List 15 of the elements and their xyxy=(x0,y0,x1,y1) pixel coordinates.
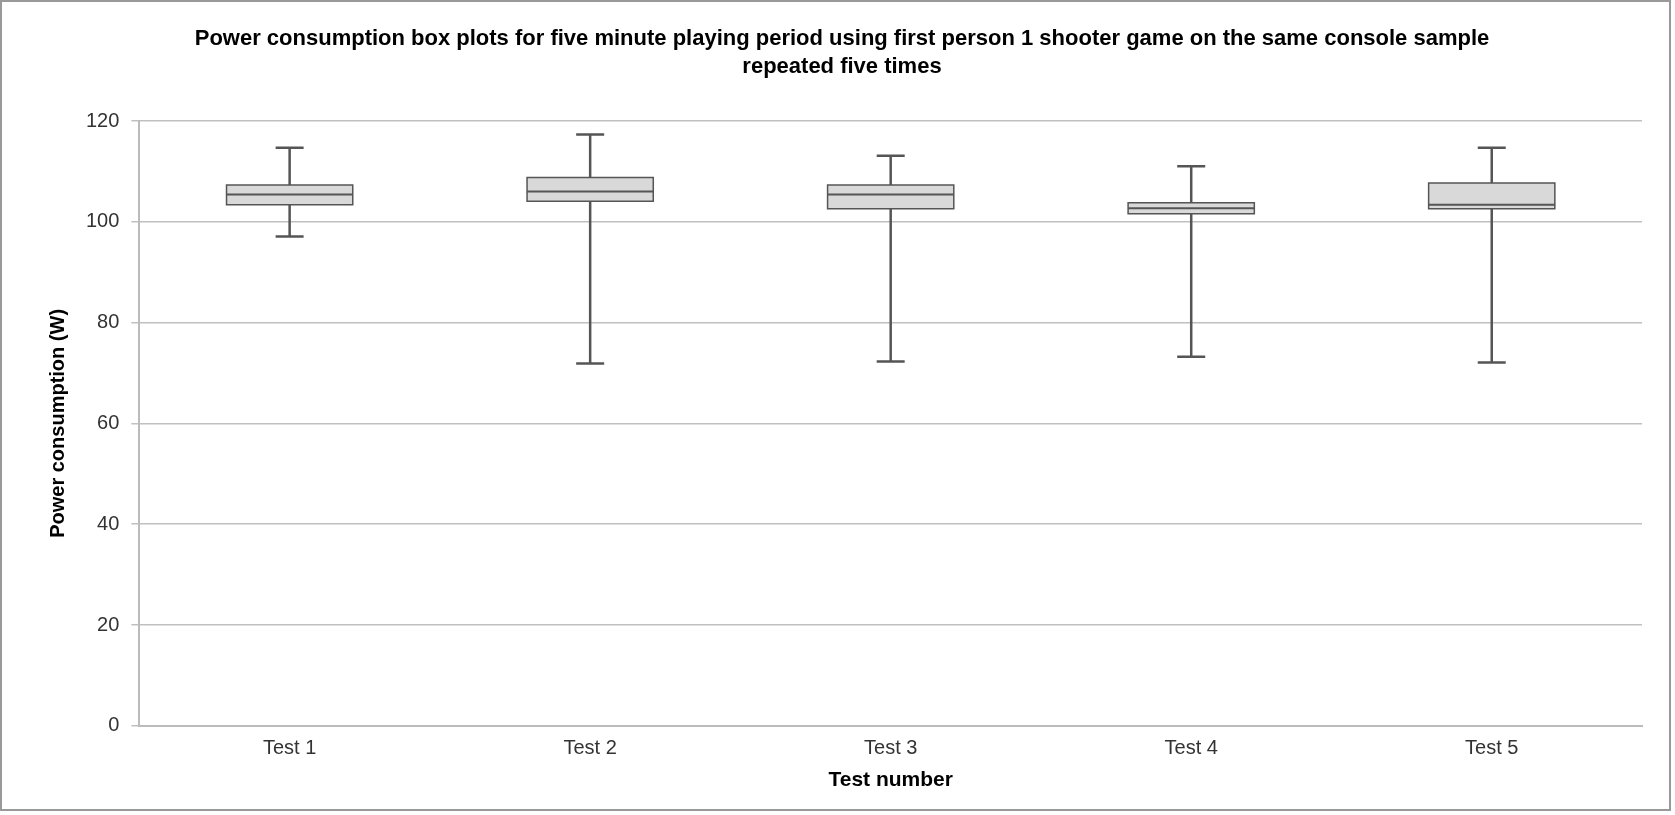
y-tick-label: 120 xyxy=(85,108,120,131)
x-axis-title: Test number xyxy=(828,767,953,791)
x-tick-label: Test 5 xyxy=(1465,736,1519,759)
y-tick-label: 100 xyxy=(85,209,120,232)
x-tick-label: Test 4 xyxy=(1164,736,1218,759)
x-tick-label: Test 3 xyxy=(864,736,918,759)
y-tick-label: 80 xyxy=(97,310,120,333)
chart-title: Power consumption box plots for five minute playing period using first person 1 shooter game on the same console sample repeated five times xyxy=(193,24,1491,80)
y-tick-label: 0 xyxy=(108,713,120,736)
y-tick-label: 20 xyxy=(97,612,120,635)
y-tick-label: 60 xyxy=(97,410,120,433)
y-tick-label: 40 xyxy=(97,511,120,534)
x-tick-label: Test 1 xyxy=(262,736,317,759)
y-axis-title: Power consumption (W) xyxy=(45,308,68,538)
x-tick-label: Test 2 xyxy=(563,736,617,759)
